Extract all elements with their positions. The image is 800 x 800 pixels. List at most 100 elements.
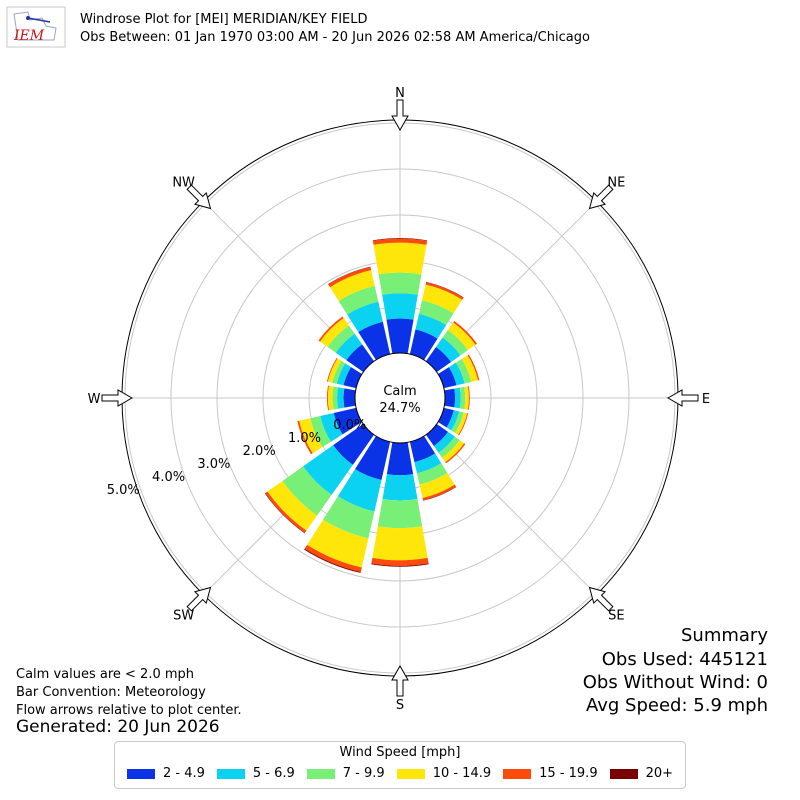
bar-segment [265, 491, 307, 533]
generated-date: Generated: 20 Jun 2026 [16, 717, 220, 737]
bar-segment [416, 463, 448, 485]
legend-item: 10 - 14.9 [396, 766, 492, 781]
legend-label: 2 - 4.9 [162, 766, 205, 781]
bar-segment [461, 355, 479, 382]
direction-label: SE [608, 608, 624, 623]
bar-segment [307, 519, 369, 568]
bar-segment [372, 526, 428, 561]
bar-segment [320, 318, 349, 347]
bar-segment [373, 242, 427, 275]
bar-segment [455, 412, 468, 435]
bar-segment [333, 407, 362, 435]
bar-segment [386, 442, 414, 476]
calm-circle [354, 352, 446, 444]
bar-segment [414, 453, 442, 474]
bar-segment [335, 333, 363, 361]
direction-label: E [702, 392, 710, 407]
calm-note: Calm values are < 2.0 mph [16, 667, 195, 682]
legend-swatch [216, 768, 245, 779]
chart-title: Windrose Plot for [MEI] MERIDIAN/KEY FIE… [80, 12, 368, 27]
bar-segment [409, 436, 436, 463]
legend-label: 5 - 6.9 [252, 766, 295, 781]
direction-label: SW [173, 608, 194, 623]
svg-text:IEM: IEM [13, 28, 45, 44]
legend-item: 5 - 6.9 [216, 766, 295, 781]
radial-tick-label: 0.0% [333, 418, 366, 433]
bar-segment [267, 480, 318, 531]
bar-segment [343, 388, 356, 408]
flow-arrow [666, 389, 699, 407]
bar-segment [464, 386, 469, 410]
overlay: Calm 24.7% 0.0% 1.0% 2.0% 3.0% 4.0% 5.0% N NE E SE S… [88, 86, 711, 713]
flow-arrow [391, 664, 409, 697]
bars [264, 237, 480, 573]
legend-item: 2 - 4.9 [126, 766, 205, 781]
bar-segment [326, 385, 329, 411]
bar-segment [299, 418, 323, 454]
bar-segment [418, 300, 454, 325]
bar-segment [444, 388, 456, 408]
convention-note: Bar Convention: Meteorology [16, 685, 206, 700]
calm-value: 24.7% [379, 401, 420, 416]
bar-segment [329, 270, 375, 301]
bar-segment [372, 237, 428, 241]
bar-segment [310, 415, 331, 448]
arrows-note: Flow arrows relative to plot center. [16, 703, 242, 718]
legend-label: 10 - 14.9 [432, 766, 492, 781]
chart-subtitle: Obs Between: 01 Jan 1970 03:00 AM - 20 J… [80, 30, 590, 45]
bar-segment [409, 329, 438, 360]
bar-segment [318, 316, 344, 342]
bar-segment [372, 238, 428, 245]
legend-item: 15 - 19.9 [503, 766, 598, 781]
summary-heading: Summary [681, 625, 768, 646]
bar-segment [459, 386, 466, 410]
bar-segment [336, 363, 352, 386]
radial-tick-label: 5.0% [107, 483, 140, 498]
bar-segment [438, 436, 460, 458]
legend-items: 2 - 4.9 5 - 6.9 7 - 9.9 10 - 14.9 15 - 19.9 2… [115, 766, 685, 781]
bar-segment [467, 354, 480, 381]
bar-segment [337, 469, 382, 512]
bar-segment [442, 330, 468, 356]
summary-obs-used: Obs Used: 445121 [601, 649, 768, 670]
flow-arrow [186, 586, 212, 612]
bar-segment [347, 301, 383, 332]
bar-segment [332, 360, 346, 384]
legend-swatch [609, 768, 638, 779]
bar-segment [332, 386, 338, 410]
bar-segment [371, 557, 429, 566]
bar-segment [438, 407, 454, 428]
bar-segment [447, 322, 476, 351]
bar-segment [377, 499, 423, 529]
direction-label: NE [607, 176, 625, 191]
bar-segment [327, 358, 342, 383]
bar-segment [382, 474, 418, 501]
direction-label: N [395, 86, 405, 101]
bar-segment [415, 313, 447, 339]
bar-segment [422, 484, 457, 501]
bar-segment [419, 472, 455, 498]
bar-segment [446, 410, 460, 431]
bar-segment [304, 544, 362, 573]
bar-segment [338, 285, 379, 315]
bar-segment [455, 358, 472, 384]
radial-tick-label: 1.0% [288, 431, 321, 446]
flow-arrow [391, 99, 409, 132]
legend-swatch [126, 768, 155, 779]
bar-segment [454, 387, 461, 409]
bar-segment [467, 386, 470, 410]
legend-swatch [503, 768, 532, 779]
legend: Wind Speed [mph] 2 - 4.9 5 - 6.9 7 - 9.9 10… [114, 741, 686, 789]
legend-swatch [306, 768, 335, 779]
legend-label: 20+ [645, 766, 674, 781]
direction-label: S [396, 698, 404, 713]
flow-arrow [588, 586, 614, 612]
flow-arrow [186, 184, 212, 210]
flow-arrow [101, 389, 134, 407]
bar-segment [458, 413, 469, 436]
bar-segment [355, 436, 391, 481]
bar-segment [422, 284, 463, 314]
flow-arrow [588, 184, 614, 210]
bar-segment [425, 423, 449, 447]
